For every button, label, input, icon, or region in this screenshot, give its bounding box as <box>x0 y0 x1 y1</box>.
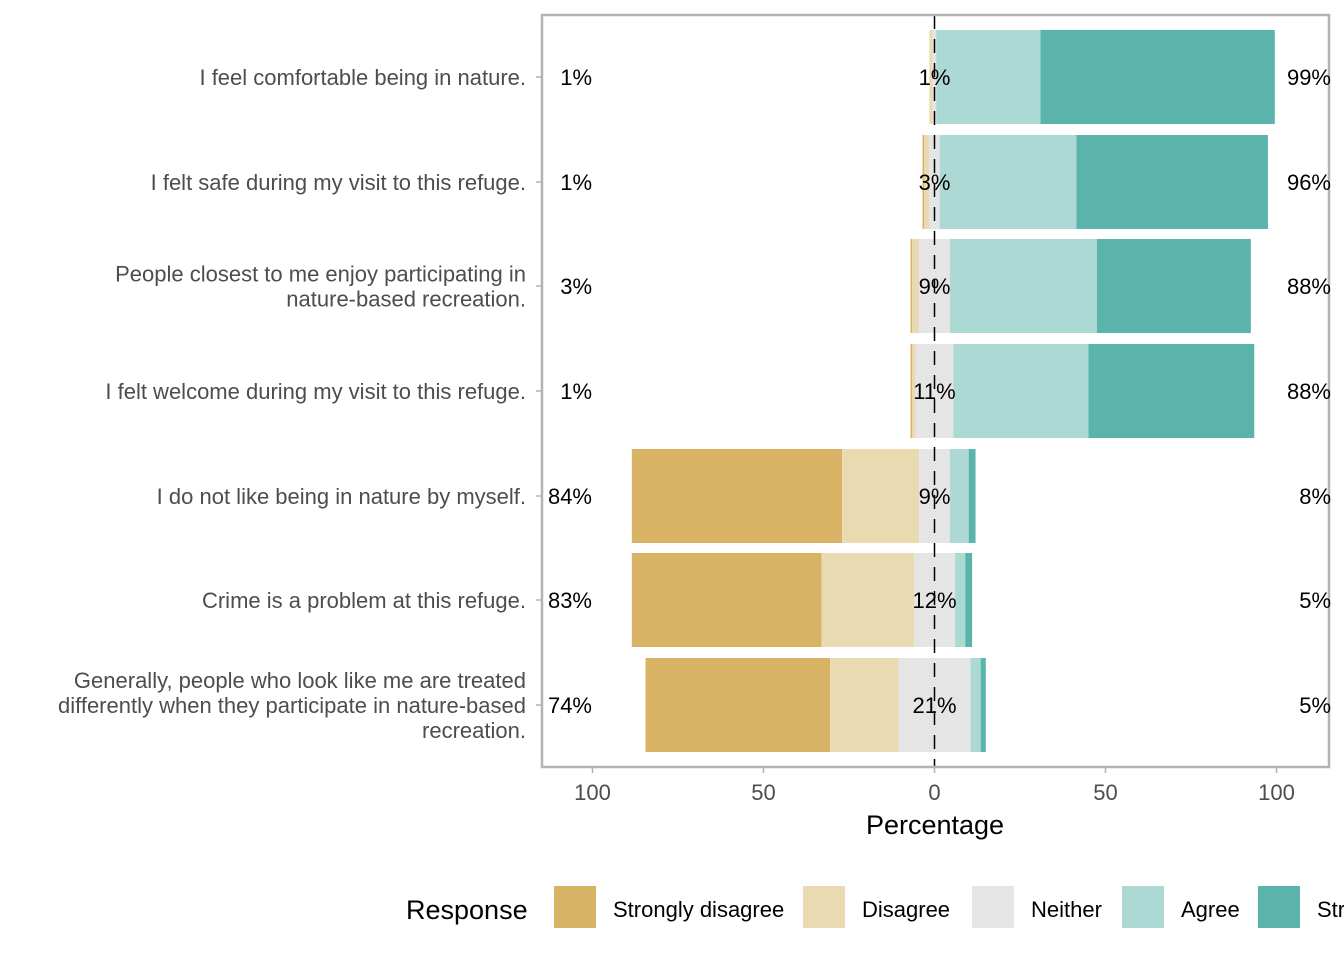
legend-label: Strongly agree <box>1317 897 1344 922</box>
y-axis-label: I do not like being in nature by myself. <box>157 484 526 509</box>
value-labels: 1% 1% 99% 1% 3% 96% 3% 9% 88% 1% 11% 88% 84% 9% 8% 83% 1… <box>548 65 1331 718</box>
bar-disagree <box>924 135 930 229</box>
y-axis-label: I feel comfortable being in nature. <box>199 65 526 90</box>
legend-label: Agree <box>1181 897 1240 922</box>
label-low: 1% <box>560 170 592 195</box>
x-tick-label: 0 <box>928 780 940 805</box>
bar-disagree <box>912 239 920 333</box>
bar-agree <box>939 135 1077 229</box>
bar-agree <box>949 239 1097 333</box>
y-axis-label: I felt welcome during my visit to this r… <box>105 379 526 404</box>
legend-item: Neither <box>972 886 1102 928</box>
label-high: 8% <box>1299 484 1331 509</box>
y-axis-label: I felt safe during my visit to this refu… <box>151 170 526 195</box>
bar-neither <box>929 135 940 229</box>
bar-strongly-disagree <box>631 553 822 647</box>
bar-strongly-agree <box>1076 135 1268 229</box>
legend-key <box>554 886 596 928</box>
legend-item: Strongly agree <box>1258 886 1344 928</box>
bar-strongly-agree <box>1096 239 1251 333</box>
x-axis-title: Percentage <box>866 810 1004 840</box>
bar-disagree <box>821 553 914 647</box>
legend-item: Disagree <box>803 886 950 928</box>
x-tick-label: 50 <box>751 780 775 805</box>
y-axis-label: People closest to me enjoy participating… <box>115 262 526 312</box>
label-high: 5% <box>1299 693 1331 718</box>
label-neutral: 21% <box>912 693 956 718</box>
label-neutral: 11% <box>913 379 955 404</box>
bar-strongly-agree <box>968 449 976 543</box>
y-axis-labels: I feel comfortable being in nature. I fel… <box>58 65 542 743</box>
bar-disagree <box>842 449 920 543</box>
bar-strongly-disagree <box>922 135 925 229</box>
bar-strongly-agree <box>965 553 973 647</box>
legend-key <box>972 886 1014 928</box>
label-low: 3% <box>560 274 592 299</box>
label-low: 84% <box>548 484 592 509</box>
label-low: 83% <box>548 588 592 613</box>
legend-label: Disagree <box>862 897 950 922</box>
legend: Response Strongly disagree Disagree Neithe… <box>406 886 1344 928</box>
label-neutral: 1% <box>919 65 951 90</box>
label-neutral: 9% <box>919 274 951 299</box>
label-low: 1% <box>560 65 592 90</box>
legend-label: Strongly disagree <box>613 897 784 922</box>
bar-strongly-disagree <box>645 658 831 752</box>
legend-key <box>1122 886 1164 928</box>
x-tick-label: 100 <box>1258 780 1295 805</box>
bar-strongly-agree <box>1040 30 1275 124</box>
label-high: 5% <box>1299 588 1331 613</box>
label-low: 1% <box>560 379 592 404</box>
bar-agree <box>949 449 969 543</box>
legend-label: Neither <box>1031 897 1102 922</box>
bar-disagree <box>830 658 899 752</box>
bar-strongly-disagree <box>910 239 913 333</box>
bar-agree <box>953 344 1089 438</box>
label-low: 74% <box>548 693 592 718</box>
y-axis-label: Generally, people who look like me are t… <box>58 668 526 743</box>
legend-key <box>803 886 845 928</box>
label-high: 96% <box>1287 170 1331 195</box>
label-high: 88% <box>1287 379 1331 404</box>
label-neutral: 3% <box>919 170 951 195</box>
label-neutral: 9% <box>919 484 951 509</box>
bar-agree <box>955 553 966 647</box>
legend-title: Response <box>406 895 528 925</box>
bar-strongly-agree <box>1088 344 1255 438</box>
legend-item: Strongly disagree <box>554 886 784 928</box>
x-tick-label: 100 <box>574 780 611 805</box>
bar-agree <box>970 658 981 752</box>
bar-strongly-disagree <box>631 449 843 543</box>
label-high: 88% <box>1287 274 1331 299</box>
legend-key <box>1258 886 1300 928</box>
bar-agree <box>936 30 1041 124</box>
label-high: 99% <box>1287 65 1331 90</box>
bar-strongly-agree <box>980 658 986 752</box>
x-axis-ticks: 100 50 0 50 100 <box>574 767 1295 805</box>
bar-disagree <box>912 344 916 438</box>
legend-item: Agree <box>1122 886 1240 928</box>
bar-strongly-disagree <box>910 344 913 438</box>
bars <box>631 30 1275 752</box>
y-axis-label: Crime is a problem at this refuge. <box>202 588 526 613</box>
bar-disagree <box>929 30 933 124</box>
label-neutral: 12% <box>912 588 956 613</box>
x-tick-label: 50 <box>1093 780 1117 805</box>
